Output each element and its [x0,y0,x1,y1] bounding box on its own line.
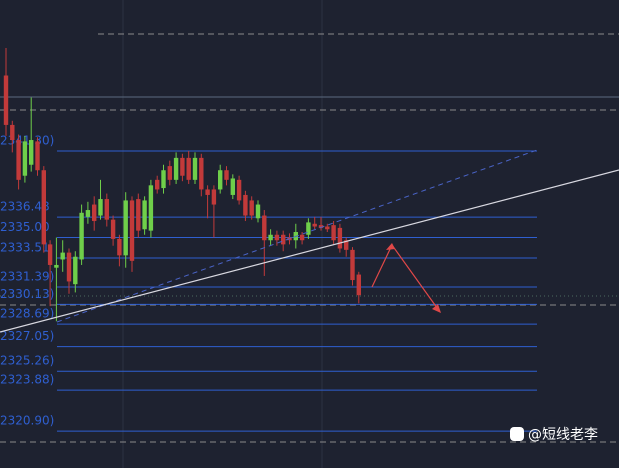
candle-body [325,226,330,230]
candle-body [161,170,166,189]
watermark: @短线老李 [528,427,598,443]
candle-body [98,199,103,216]
candle-body [186,157,191,180]
candle-body [85,210,91,217]
candle-body [306,222,311,235]
candle-body [318,225,324,228]
candle-body [281,234,286,245]
candle-body [29,140,34,165]
candle-body [274,234,280,241]
arrow-head [432,304,441,313]
level-label: 2320.90) [0,414,54,428]
candle-body [236,179,242,201]
candle-body [136,199,141,231]
candle-body [117,238,122,256]
candle-body [10,124,15,141]
candle-body [262,215,267,241]
trend-line [0,169,619,333]
candle-body [211,189,217,205]
level-label: 2335.00 [0,220,50,234]
candle-body [173,157,179,180]
candle-body [123,200,128,256]
candle-body [142,200,147,230]
candle-body [218,170,223,190]
candle-body [66,252,72,282]
candle-body [350,249,355,281]
candle-body [230,178,235,195]
candle-body [79,212,84,260]
candle-body [3,75,9,125]
candle-body [192,157,198,180]
candle-body [92,204,97,222]
level-label: 2333.51 [0,240,50,254]
candle-body [54,264,59,268]
level-label: 2328.69) [0,307,54,321]
candle-body [249,200,254,216]
fib-levels: 2341.30) 2336.48 2335.00 2333.51 2331.39) 233… [0,134,537,432]
candle-body [243,194,248,216]
candle-body [104,199,109,220]
candle-body [129,200,135,261]
trend-channel [56,149,538,323]
candle-body [148,185,154,231]
candle-body [268,234,273,241]
candle-body [205,189,210,195]
level-label: 2336.48 [0,200,50,214]
candle-body [344,240,349,250]
candle-body [180,157,185,176]
candle-body [337,227,343,249]
candle-body [356,274,361,296]
candle-body [60,252,65,260]
candle-body [22,141,28,176]
level-label: 2331.39) [0,270,54,284]
watermark-icon [510,427,524,441]
candles [3,48,361,322]
candle-body [255,204,261,219]
level-label: 2325.26) [0,354,54,368]
candle-body [110,219,116,239]
candle-body [41,170,46,245]
candle-body [224,170,229,180]
candle-body [167,166,172,180]
candle-body [199,157,204,190]
candle-body [47,244,53,265]
level-label: 2341.30) [0,134,54,148]
arrow-head [386,243,395,250]
level-label: 2330.13) [0,287,54,301]
candle-body [73,256,78,285]
candle-body [299,234,305,241]
candle-body [331,225,336,241]
level-label: 2327.05) [0,329,54,343]
candle-body [16,140,21,180]
candle-body [35,141,40,171]
candle-body [312,223,317,227]
level-label: 2323.88) [0,373,54,387]
candle-body [155,179,160,190]
